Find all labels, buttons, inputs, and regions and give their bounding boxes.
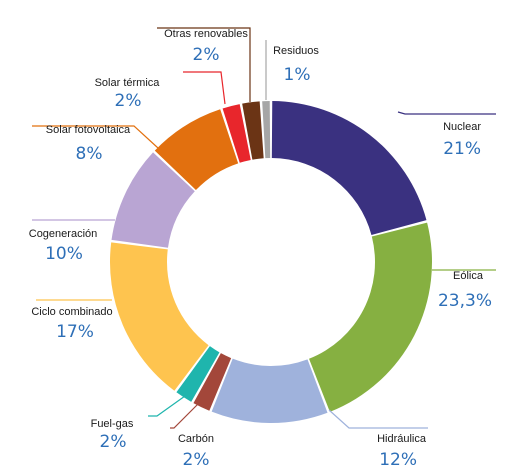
slice-value-label: 1% <box>284 65 311 85</box>
slice-value-label: 21% <box>443 139 481 159</box>
slice-value-label: 2% <box>193 45 220 65</box>
slice-fuel-gas <box>176 346 220 402</box>
slice-label: Otras renovables <box>164 28 248 40</box>
slice-value-label: 8% <box>76 144 103 164</box>
leader-line <box>183 71 226 105</box>
slice-value-label: 23,3% <box>438 291 492 311</box>
slice-value-label: 17% <box>56 322 94 342</box>
slice-label: Solar térmica <box>95 77 161 89</box>
slice-value-label: 2% <box>100 432 127 452</box>
donut-slices <box>110 101 433 423</box>
slice-e-lica <box>309 222 433 412</box>
slice-value-label: 10% <box>45 244 83 264</box>
slice-nuclear <box>271 101 427 235</box>
slice-label: Carbón <box>178 433 214 445</box>
slice-solar-fotovoltaica <box>154 109 239 191</box>
slice-value-label: 12% <box>379 450 417 470</box>
slice-label: Hidráulica <box>377 433 427 445</box>
slice-label: Ciclo combinado <box>31 306 112 318</box>
leader-lines <box>32 27 496 429</box>
leader-line <box>328 409 428 429</box>
slice-label: Solar fotovoltaica <box>46 124 131 136</box>
slice-label: Fuel-gas <box>91 418 134 430</box>
leader-line <box>397 111 496 115</box>
slice-value-label: 2% <box>183 450 210 470</box>
leader-line <box>148 395 186 417</box>
slice-label: Residuos <box>273 45 319 57</box>
slice-carb-n <box>193 353 232 411</box>
slice-otras-renovables <box>242 101 264 160</box>
slice-hidr-ulica <box>211 358 328 423</box>
slice-cogeneraci-n <box>111 152 195 248</box>
slice-label: Nuclear <box>443 121 481 133</box>
slice-label: Cogeneración <box>29 228 98 240</box>
slice-ciclo-combinado <box>110 242 209 391</box>
leader-line <box>32 125 159 149</box>
slice-residuos <box>262 101 271 159</box>
slice-value-label: 2% <box>115 91 142 111</box>
slice-label: Eólica <box>453 270 484 282</box>
leader-line <box>157 27 251 102</box>
leader-line <box>170 403 199 429</box>
slice-labels: Nuclear 21% Eólica 23,3% Hidráulica 12% Carbón… <box>29 28 492 470</box>
slice-solar-t-rmica <box>222 104 251 163</box>
